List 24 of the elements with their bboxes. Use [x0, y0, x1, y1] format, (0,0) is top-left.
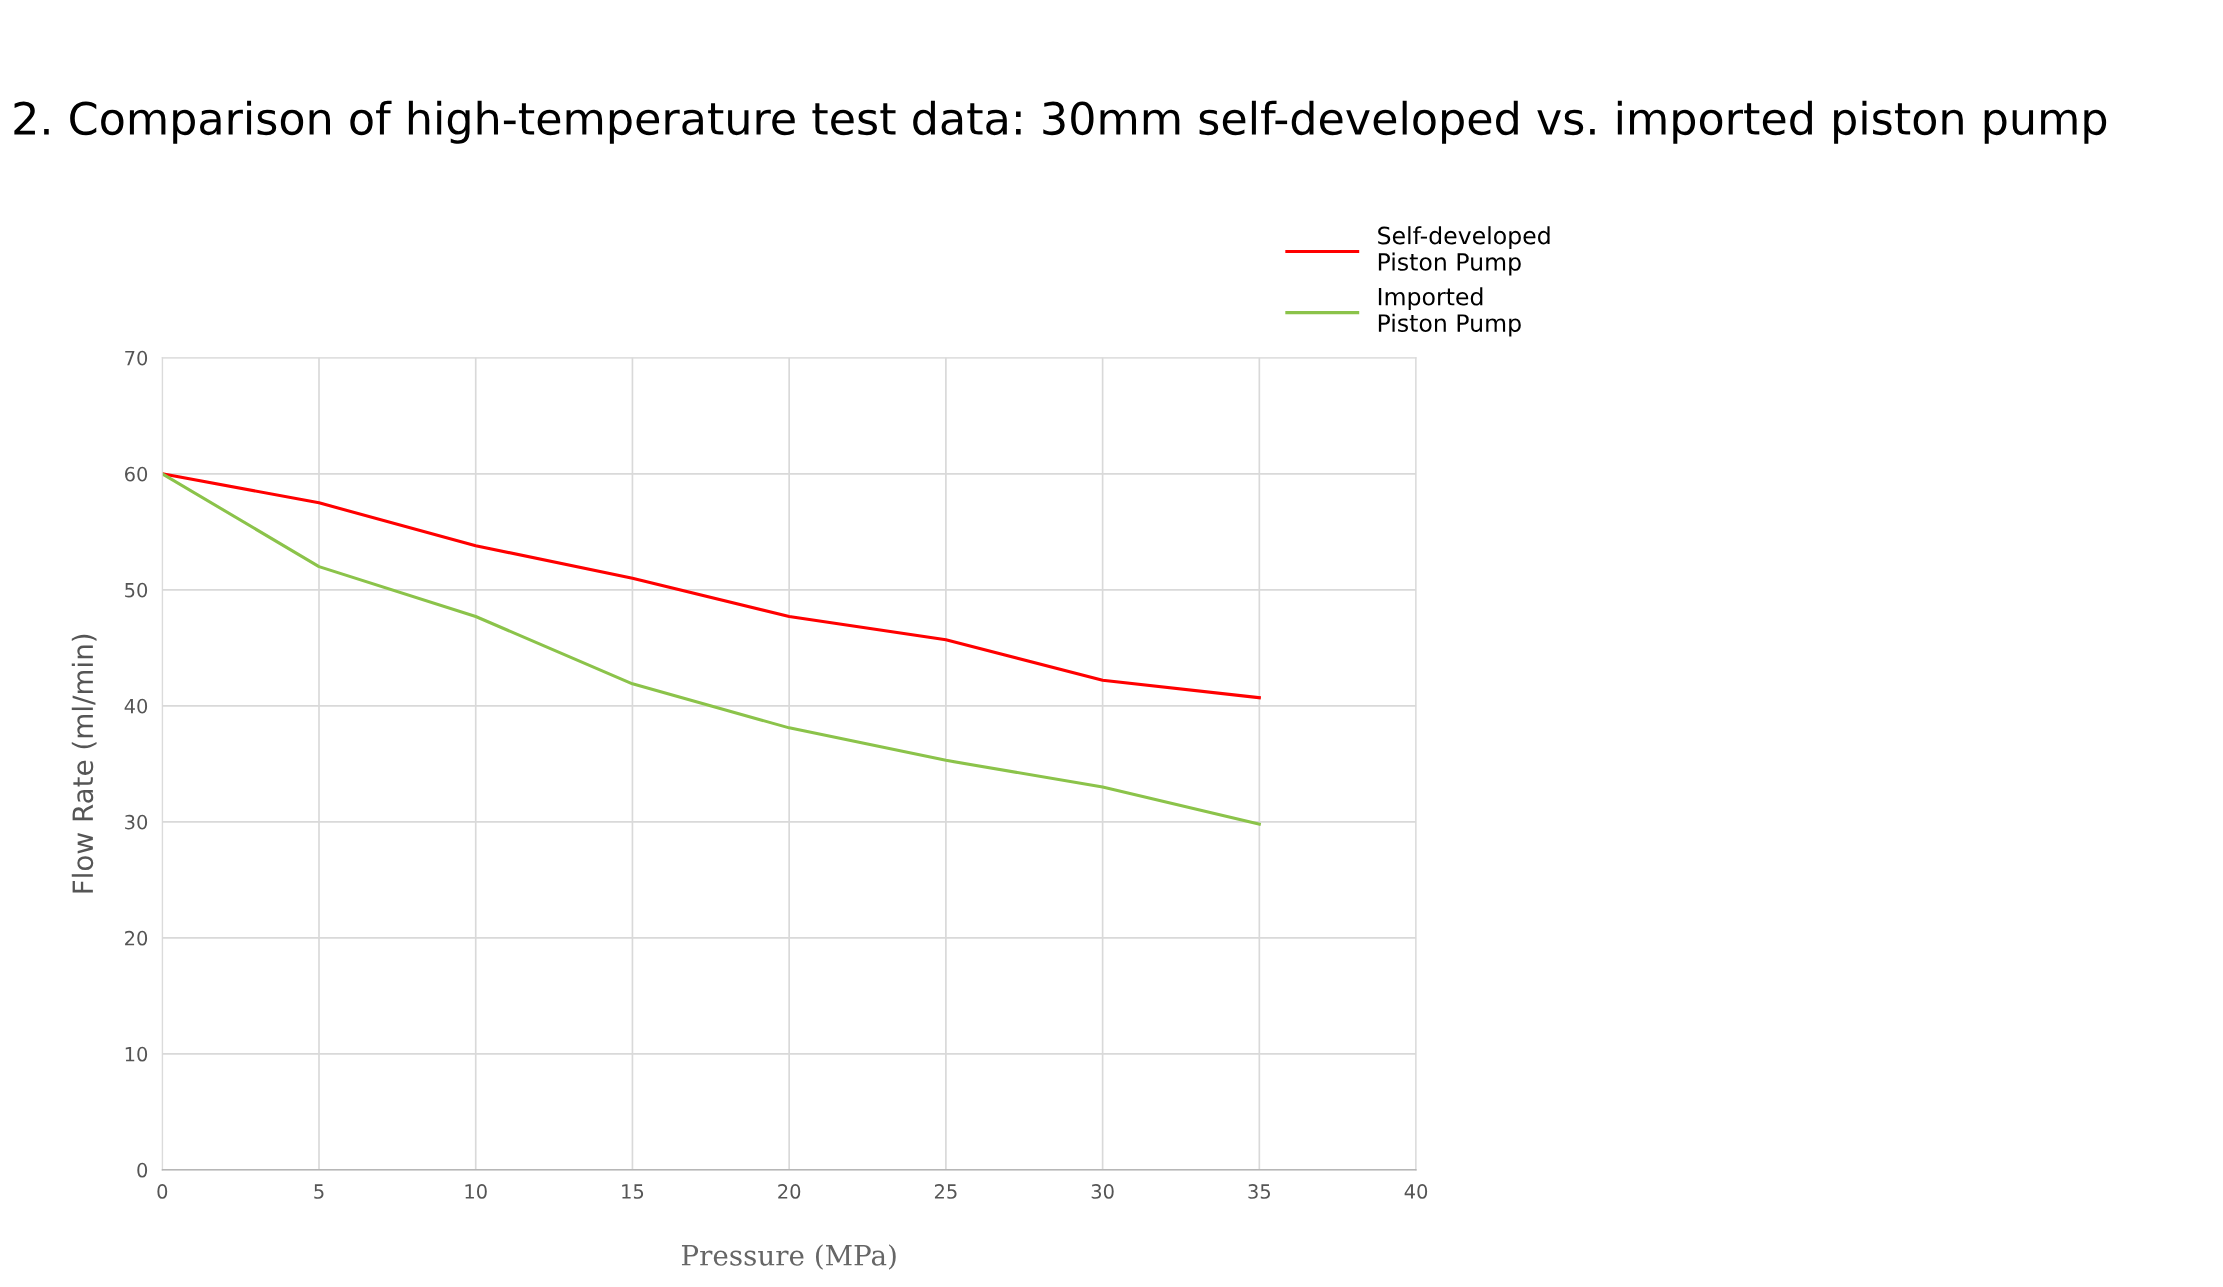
y-axis-title: Flow Rate (ml/min) — [71, 634, 97, 893]
line-series — [162, 472, 1261, 700]
y-tick-label: 50 — [125, 582, 148, 598]
x-tick-label: 25 — [934, 1184, 957, 1199]
y-tick-label: 0 — [137, 1162, 148, 1178]
chart-title: 2. Comparison of high-temperature test data: 30mm self-developed vs. imported piston pump — [14, 100, 2107, 144]
y-tick-label: 70 — [125, 350, 148, 366]
y-tick-label: 20 — [125, 930, 148, 946]
x-tick-label: 5 — [314, 1184, 324, 1199]
x-tick-label: 0 — [157, 1184, 168, 1199]
y-tick-label: 30 — [125, 814, 148, 830]
x-tick-label: 20 — [778, 1184, 801, 1199]
legend-label: Imported Piston Pump — [1378, 287, 1521, 337]
x-tick-label: 35 — [1248, 1184, 1270, 1199]
y-tick-label: 10 — [125, 1046, 148, 1062]
x-axis-title: Pressure (MPa) — [681, 1244, 896, 1270]
y-tick-label: 40 — [124, 698, 148, 714]
x-tick-label: 40 — [1404, 1184, 1428, 1199]
x-tick-label: 10 — [465, 1184, 487, 1199]
line-series — [162, 472, 1261, 826]
x-tick-label: 30 — [1091, 1184, 1114, 1199]
x-tick-label: 15 — [622, 1184, 644, 1199]
y-tick-label: 60 — [125, 466, 148, 482]
legend-label: Self-developed Piston Pump — [1378, 226, 1550, 276]
